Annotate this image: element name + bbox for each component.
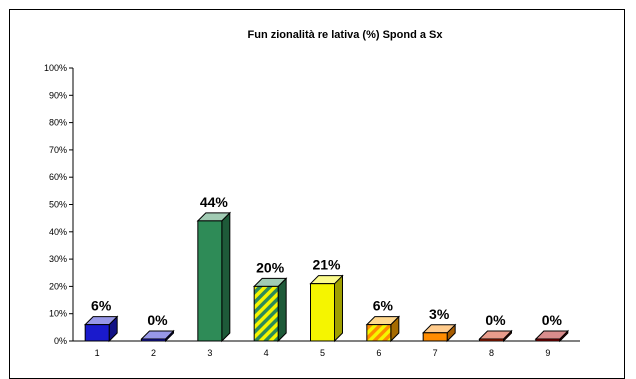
bar-9 — [534, 329, 570, 343]
data-label-8: 0% — [485, 312, 506, 328]
chart-labels: 6% 0% 44% 20% 21% 6% 3% 0% 0% — [91, 194, 562, 328]
x-tick-label-6: 6 — [376, 348, 381, 358]
x-tick-label-3: 3 — [207, 348, 212, 358]
bar-2 — [140, 329, 175, 343]
bar-side-3 — [221, 211, 231, 343]
y-tick-label: 50% — [49, 200, 67, 210]
y-tick-label: 40% — [49, 227, 67, 237]
data-label-7: 3% — [429, 306, 450, 322]
y-tick-label: 70% — [49, 145, 67, 155]
bar-4 — [252, 277, 288, 343]
chart-bars — [83, 211, 570, 343]
x-tick-label-4: 4 — [264, 348, 269, 358]
data-label-5: 21% — [312, 257, 341, 273]
bar-front-7 — [422, 332, 448, 342]
bar-front-5 — [310, 283, 335, 342]
data-label-4: 20% — [256, 259, 285, 275]
bar-8 — [478, 329, 513, 343]
y-tick-label: 10% — [49, 309, 67, 319]
data-label-3: 44% — [200, 194, 229, 210]
bar-side-5 — [334, 274, 343, 343]
x-tick-label-2: 2 — [151, 348, 156, 358]
data-label-9: 0% — [542, 312, 563, 328]
bar-front-6 — [366, 324, 392, 342]
bar-6 — [365, 315, 401, 343]
x-tick-label-1: 1 — [95, 348, 100, 358]
bar-front-9 — [535, 338, 561, 342]
bar-side-4 — [277, 277, 287, 343]
x-tick-label-9: 9 — [545, 348, 550, 358]
y-tick-label: 20% — [49, 281, 67, 291]
y-tick-label: 60% — [49, 172, 67, 182]
x-tick-label-8: 8 — [489, 348, 494, 358]
chart-title: Fun zionalità re lativa (%) Spond a Sx — [248, 29, 444, 41]
y-tick-label: 80% — [49, 118, 67, 128]
x-tick-label-7: 7 — [433, 348, 438, 358]
bar-front-3 — [197, 220, 223, 342]
y-tick-label: 0% — [54, 336, 67, 346]
bar-1 — [83, 315, 119, 343]
y-tick-label: 100% — [44, 63, 67, 73]
bar-7 — [421, 323, 457, 343]
y-tick-label: 90% — [49, 90, 67, 100]
bar-front-4 — [253, 285, 279, 342]
data-label-2: 0% — [147, 312, 168, 328]
data-label-1: 6% — [91, 298, 112, 314]
bar-front-8 — [479, 338, 504, 342]
bar-5 — [309, 274, 344, 343]
bar-3 — [196, 211, 232, 343]
bar-front-2 — [141, 338, 166, 342]
data-label-6: 6% — [373, 298, 394, 314]
bar-front-1 — [84, 324, 110, 342]
y-tick-label: 30% — [49, 254, 67, 264]
x-tick-label-5: 5 — [320, 348, 325, 358]
